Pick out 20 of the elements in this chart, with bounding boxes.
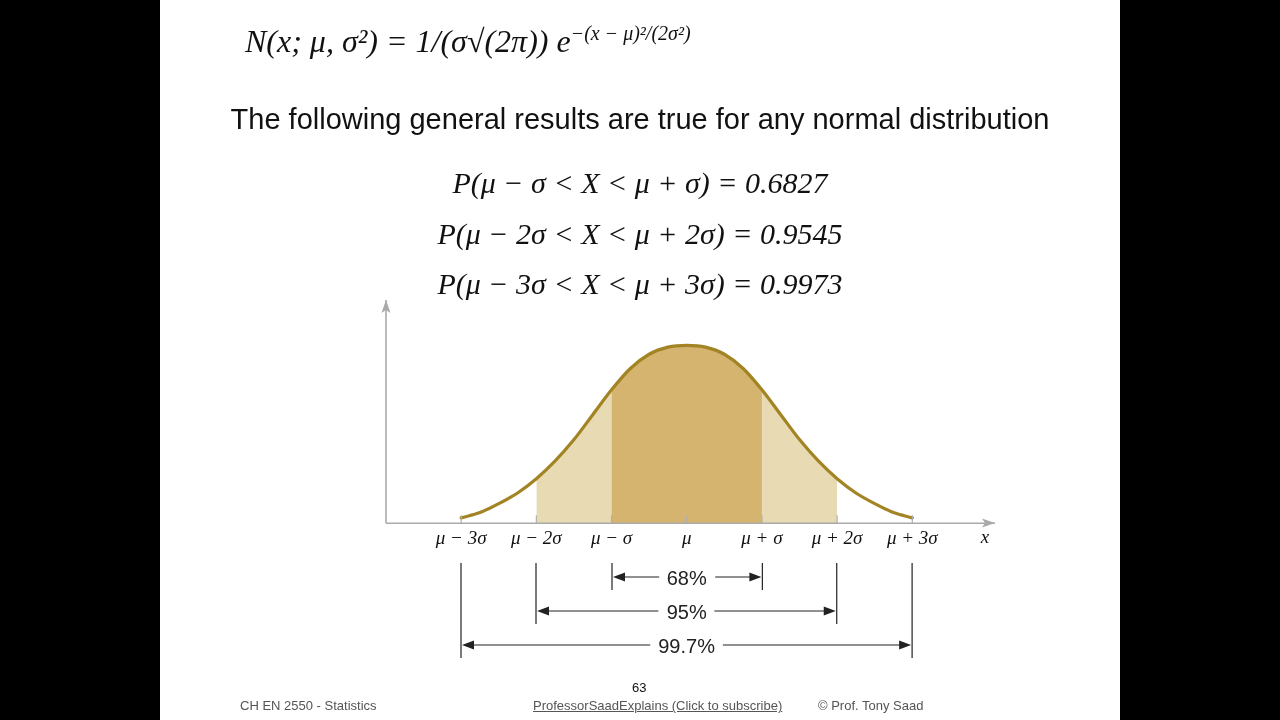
text: © Prof. Tony Saad (818, 698, 924, 713)
chart-title: N(x; μ, σ²) = 1/(σ√(2π)) e$^{−(x − μ)²/(2σ²)}$ (245, 22, 691, 60)
text: ProfessorSaadExplains (Click to subscribe) (533, 698, 783, 713)
text: P(μ − 3σ < X < μ + 3σ) = 0.9973 (436, 266, 844, 302)
chart-subtitle: The following general results are true for any normal distribution (229, 103, 1051, 136)
text: CH EN 2550 - Statistics (240, 698, 377, 713)
x-tick-label: μ (680, 526, 692, 548)
x-tick-label: μ − 2σ (510, 526, 563, 548)
x-tick-label: μ + 2σ (810, 526, 864, 548)
x-axis-title: x (979, 526, 990, 548)
x-tick-label: μ − 3σ (434, 526, 488, 548)
text: 95% (666, 601, 707, 624)
text: P(μ − 2σ < X < μ + 2σ) = 0.9545 (436, 215, 844, 252)
x-tick-label: μ + σ (740, 526, 784, 548)
x-tick-label: μ − σ (589, 526, 633, 548)
x-tick-label: μ + 3σ (885, 526, 939, 548)
text: 68% (666, 567, 707, 590)
text: P(μ − σ < X < μ + σ) = 0.6827 (451, 165, 830, 201)
text: 99.7% (658, 635, 715, 658)
text: 63 (632, 680, 647, 695)
